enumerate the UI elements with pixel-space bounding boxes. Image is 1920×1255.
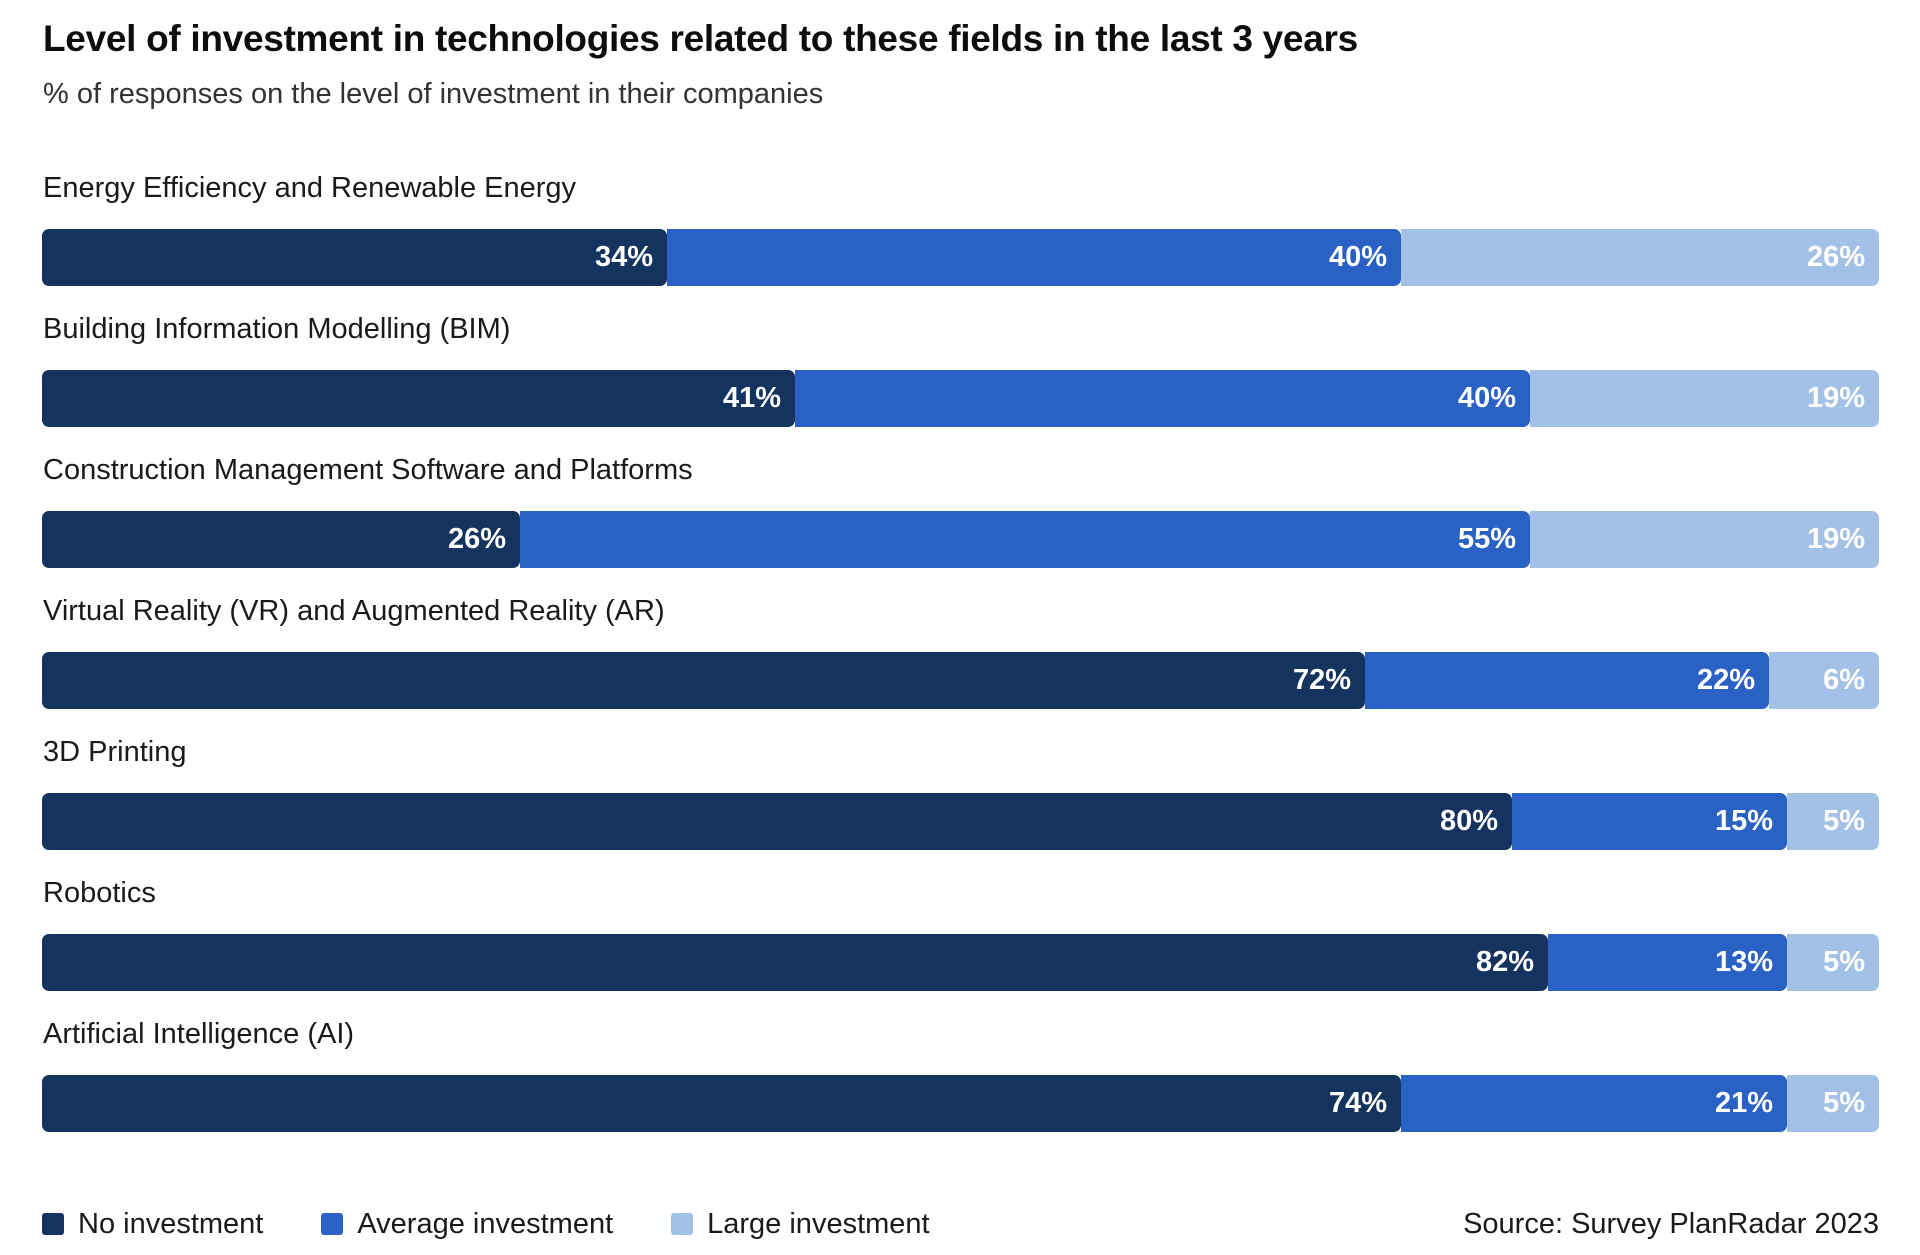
data-label: 34% — [594, 241, 653, 273]
bar-segment — [42, 511, 520, 568]
data-label: 82% — [1475, 946, 1534, 978]
data-label: 6% — [1823, 664, 1865, 696]
legend-item-no-investment: No investment — [42, 1208, 263, 1241]
legend-swatch-large-investment — [671, 1213, 694, 1235]
stacked-bar: 41% 40% 19% — [42, 370, 1879, 427]
data-label: 15% — [1714, 805, 1773, 837]
stacked-bar: 74% 21% 5% — [42, 1075, 1879, 1132]
legend-swatch-no-investment — [42, 1213, 64, 1235]
bar-segment — [1787, 934, 1879, 991]
stacked-bar: 34% 40% 26% — [42, 229, 1879, 286]
data-label: 74% — [1328, 1087, 1387, 1119]
category-label: Robotics — [43, 877, 156, 909]
legend-label-no-investment: No investment — [78, 1207, 264, 1240]
data-label: 5% — [1823, 946, 1865, 978]
bar-segment — [1401, 229, 1879, 286]
data-label: 13% — [1714, 946, 1773, 978]
category-label: Virtual Reality (VR) and Augmented Reali… — [43, 595, 665, 627]
legend-item-large-investment: Large investment — [671, 1207, 930, 1241]
chart-subtitle: % of responses on the level of investmen… — [43, 78, 824, 110]
category-label: Artificial Intelligence (AI) — [43, 1018, 355, 1050]
legend-label-large-investment: Large investment — [707, 1207, 930, 1240]
bar-segment — [1769, 652, 1879, 709]
bar-segment — [42, 793, 1512, 850]
category-label: Building Information Modelling (BIM) — [43, 313, 511, 345]
bar-segment — [1365, 652, 1769, 709]
bar-segment — [520, 511, 1530, 568]
bar-segment — [42, 229, 667, 286]
chart-title: Level of investment in technologies rela… — [43, 18, 1358, 59]
data-label: 80% — [1439, 805, 1498, 837]
data-label: 22% — [1696, 664, 1755, 696]
bar-segment — [1401, 1075, 1787, 1132]
source-note: Source: Survey PlanRadar 2023 — [1463, 1208, 1879, 1240]
data-label: 41% — [722, 382, 781, 414]
stacked-bar: 82% 13% 5% — [42, 934, 1879, 991]
bar-segment — [42, 1075, 1401, 1132]
bar-segment — [1787, 1075, 1879, 1132]
stacked-bar: 80% 15% 5% — [42, 793, 1879, 850]
bar-segment — [1530, 511, 1879, 568]
bar-segment — [795, 370, 1530, 427]
data-label: 5% — [1823, 805, 1865, 837]
bar-segment — [1530, 370, 1879, 427]
data-label: 19% — [1806, 382, 1865, 414]
data-label: 40% — [1328, 241, 1387, 273]
category-label: Construction Management Software and Pla… — [43, 454, 693, 486]
bar-segment — [42, 934, 1548, 991]
category-label: 3D Printing — [43, 736, 187, 768]
legend: No investment Average investment Large i… — [42, 1204, 988, 1244]
category-label: Energy Efficiency and Renewable Energy — [43, 172, 577, 204]
bar-segment — [1548, 934, 1787, 991]
data-label: 72% — [1292, 664, 1351, 696]
bar-segment — [42, 652, 1365, 709]
legend-label-average-investment: Average investment — [357, 1207, 614, 1240]
legend-item-average-investment: Average investment — [321, 1208, 613, 1241]
bar-segment — [1787, 793, 1879, 850]
data-label: 40% — [1457, 382, 1516, 414]
bar-segment — [1512, 793, 1787, 850]
data-label: 21% — [1714, 1087, 1773, 1119]
data-label: 55% — [1457, 523, 1516, 555]
data-label: 26% — [447, 523, 506, 555]
bar-segment — [667, 229, 1401, 286]
stacked-bar: 26% 55% 19% — [42, 511, 1879, 568]
stacked-bar: 72% 22% 6% — [42, 652, 1879, 709]
data-label: 26% — [1806, 241, 1865, 273]
data-label: 5% — [1823, 1087, 1865, 1119]
data-label: 19% — [1806, 523, 1865, 555]
legend-swatch-average-investment — [321, 1213, 344, 1235]
bar-segment — [42, 370, 795, 427]
